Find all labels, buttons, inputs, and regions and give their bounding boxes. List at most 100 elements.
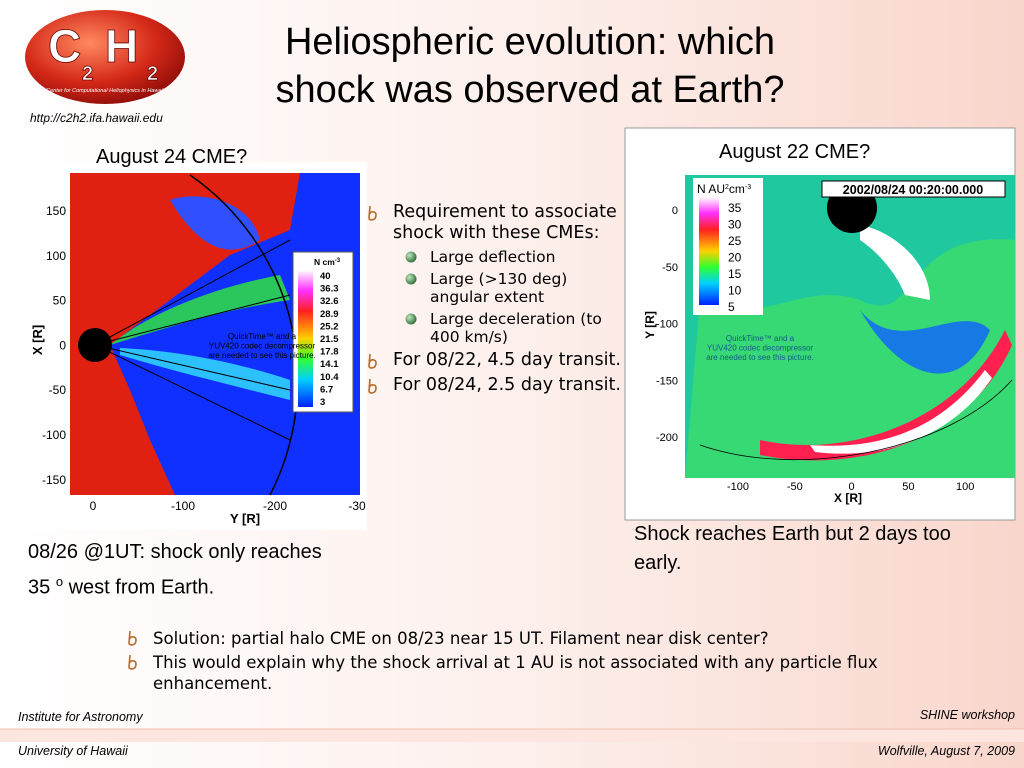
footer-text: Institute for Astronomy	[18, 710, 143, 724]
shock-arc	[189, 174, 299, 496]
colorbar-label: 14.1	[320, 359, 339, 370]
colorbar	[298, 270, 313, 407]
bullet-icon	[128, 630, 137, 646]
x-tick-label: -200	[263, 499, 287, 513]
bullet-text: Solution: partial halo CME on 08/23 near…	[153, 629, 769, 648]
bullet-glyph	[368, 353, 377, 369]
bullet-glyph	[368, 378, 377, 394]
note-line: 08/26 @1UT: shock only reaches	[28, 541, 322, 563]
placeholder-text: QuickTime™ and a	[726, 334, 795, 343]
legend-unit: cm	[729, 182, 745, 196]
x-tick-label: -50	[787, 481, 803, 493]
footer-strip	[0, 729, 1024, 742]
sub-bullet-icon	[405, 251, 417, 263]
colorbar-label: 25.2	[320, 321, 339, 332]
placeholder-text: YUV420 codec decompressor	[209, 342, 316, 351]
logo	[25, 10, 185, 104]
colorbar-label: 40	[320, 271, 331, 282]
legend-label: 5	[728, 300, 735, 314]
x-tick-label: -100	[727, 481, 749, 493]
placeholder-text: YUV420 codec decompressor	[707, 344, 814, 353]
figure-caption: August 22 CME?	[719, 141, 871, 163]
timestamp-box	[821, 180, 1006, 198]
logo-tagline: Center for Computational Heliophysics in…	[46, 88, 164, 94]
footer-text: SHINE workshop	[919, 708, 1015, 722]
logo-letter: 2	[82, 63, 93, 85]
bullet-item: This would explain why the shock arrival…	[125, 652, 945, 694]
placeholder-text: QuickTime™ and a	[228, 332, 297, 341]
y-tick-label: 0	[59, 338, 66, 352]
right-hole	[860, 310, 990, 374]
sub-bullet-icon	[405, 273, 417, 285]
colorbar-label: 28.9	[320, 309, 339, 320]
legend-colorbar	[699, 197, 719, 305]
x-axis-label: X [R]	[834, 491, 862, 505]
left-band	[110, 275, 290, 345]
logo-letter: H	[105, 20, 138, 72]
legend-label: 35	[728, 201, 742, 215]
x-axis-label: Y [R]	[230, 511, 260, 526]
y-tick-label: -100	[656, 319, 678, 331]
y-tick-label: 0	[672, 205, 678, 217]
bullet-list: Requirement to associate shock with thes…	[365, 202, 630, 400]
logo-letter: C	[48, 20, 81, 72]
y-axis-label: Y [R]	[643, 311, 657, 339]
legend-label: 20	[728, 251, 742, 265]
colorbar-label: 3	[320, 397, 325, 408]
sub-bullet-text: Large (>130 deg) angular extent	[430, 270, 568, 306]
url: http://c2h2.ifa.hawaii.edu	[30, 111, 163, 125]
right-ejecta	[860, 225, 930, 300]
placeholder-text: are needed to see this picture.	[208, 351, 316, 360]
sub-bullet-ball	[405, 313, 417, 325]
note-text: 35	[28, 576, 51, 599]
bottom-bullet-list: Solution: partial halo CME on 08/23 near…	[125, 628, 945, 697]
legend-label: 30	[728, 218, 742, 232]
right-shock-core	[810, 370, 992, 454]
colorbar-title-text: N cm	[314, 257, 335, 267]
x-tick-label: 0	[849, 481, 855, 493]
legend-sup: 2	[725, 184, 729, 191]
title-line: Heliospheric evolution: which	[284, 21, 776, 63]
legend-label: 25	[728, 234, 742, 248]
legend-title: N AU2cm-3	[697, 182, 751, 196]
field-lines	[94, 239, 291, 441]
bullet-item: Solution: partial halo CME on 08/23 near…	[125, 628, 945, 649]
colorbar-label: 17.8	[320, 347, 339, 358]
colorbar-label: 6.7	[320, 384, 333, 395]
y-tick-label: -50	[49, 383, 67, 397]
colorbar-label: 36.3	[320, 284, 339, 295]
bullet-icon	[368, 353, 377, 369]
colorbar-exponent: -3	[335, 258, 341, 264]
bullet-glyph	[128, 630, 137, 646]
bullet-text: For 08/22, 4.5 day transit.	[393, 350, 621, 370]
right-shock	[760, 330, 1012, 461]
sub-bullet-ball	[405, 273, 417, 285]
sub-bullet-item: Large (>130 deg) angular extent	[393, 270, 630, 306]
legend-label: 10	[728, 284, 742, 298]
y-tick-label: 100	[46, 249, 66, 263]
x-tick-label: -100	[171, 499, 195, 513]
title: Heliospheric evolution: which shock was o…	[200, 18, 860, 114]
sub-bullet-text: Large deceleration (to 400 km/s)	[430, 310, 602, 346]
y-tick-label: -200	[656, 432, 678, 444]
note-text: west from Earth.	[68, 576, 215, 599]
sub-bullet-item: Large deceleration (to 400 km/s)	[393, 310, 630, 346]
timestamp: 2002/08/24 00:20:00.000	[843, 183, 983, 197]
bullet-text: Requirement to associate shock with thes…	[393, 202, 617, 243]
figure-caption: August 24 CME?	[96, 146, 248, 168]
sub-bullet-item: Large deflection	[393, 248, 630, 266]
sub-bullet-ball	[405, 251, 417, 263]
logo-letter: 2	[147, 63, 158, 85]
note-sup: o	[55, 574, 64, 589]
colorbar-label: 10.4	[320, 372, 339, 383]
legend-sup: -3	[745, 184, 751, 191]
y-tick-label: -100	[42, 428, 66, 442]
legend-title-text: N AU	[697, 182, 725, 196]
footer-text: Wolfville, August 7, 2009	[877, 744, 1015, 758]
right-note: Shock reaches Earth but 2 days too early…	[634, 523, 951, 574]
title-line: shock was observed at Earth?	[275, 69, 785, 111]
bullet-item: For 08/22, 4.5 day transit.	[365, 350, 630, 371]
bullet-icon	[128, 654, 137, 670]
